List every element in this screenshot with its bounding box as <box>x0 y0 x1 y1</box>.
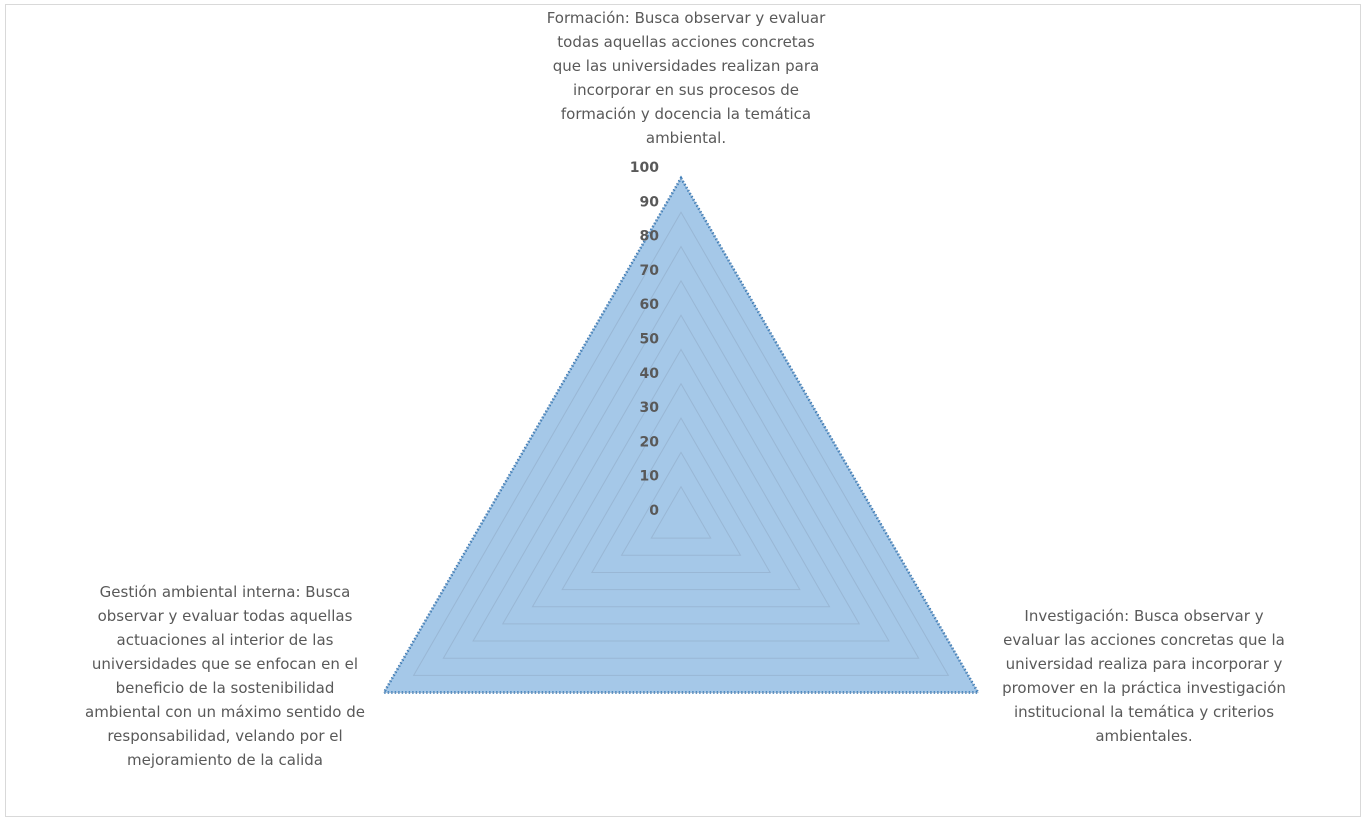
radar-grid <box>383 176 979 693</box>
grid-ring-80 <box>442 245 920 659</box>
tick-label-20: 20 <box>640 434 660 450</box>
tick-label-60: 60 <box>640 297 660 313</box>
grid-ring-90 <box>412 211 950 676</box>
grid-ring-60 <box>501 314 861 625</box>
tick-label-70: 70 <box>640 263 660 279</box>
grid-ring-10 <box>650 485 712 539</box>
tick-label-0: 0 <box>649 503 659 519</box>
radial-tick-labels: 0 10 20 30 40 50 60 70 80 90 100 <box>630 160 659 519</box>
grid-ring-50 <box>531 348 831 608</box>
grid-ring-30 <box>591 417 771 573</box>
radar-series <box>381 175 981 694</box>
category-label-formacion: Formación: Busca observar y evaluar toda… <box>546 9 826 147</box>
tick-label-80: 80 <box>640 229 660 245</box>
tick-label-40: 40 <box>640 366 660 382</box>
tick-label-30: 30 <box>640 400 660 416</box>
tick-label-10: 10 <box>640 469 660 485</box>
tick-label-90: 90 <box>640 194 660 210</box>
grid-ring-100 <box>383 176 979 693</box>
grid-ring-20 <box>620 451 742 556</box>
category-label-gestion-ambiental-interna: Gestión ambiental interna: Busca observa… <box>85 583 365 769</box>
grid-ring-40 <box>561 382 801 591</box>
grid-ring-70 <box>472 279 890 642</box>
tick-label-100: 100 <box>630 160 659 176</box>
series-area-0 <box>383 178 979 693</box>
category-label-investigacion: Investigación: Busca observar y evaluar … <box>1002 607 1286 745</box>
tick-label-50: 50 <box>640 332 660 348</box>
